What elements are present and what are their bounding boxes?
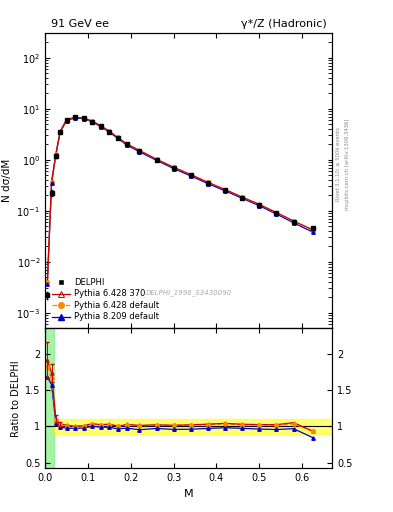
X-axis label: M: M <box>184 489 193 499</box>
Text: 91 GeV ee: 91 GeV ee <box>51 19 109 29</box>
Text: γ*/Z (Hadronic): γ*/Z (Hadronic) <box>241 19 326 29</box>
Bar <box>45 328 54 468</box>
Text: Rivet 3.1.10; ≥ 500k events: Rivet 3.1.10; ≥ 500k events <box>336 127 341 201</box>
Text: DELPHI_1996_S3430090: DELPHI_1996_S3430090 <box>145 289 232 296</box>
Text: mcplots.cern.ch [arXiv:1306.3436]: mcplots.cern.ch [arXiv:1306.3436] <box>345 118 350 209</box>
Y-axis label: Ratio to DELPHI: Ratio to DELPHI <box>11 360 21 437</box>
Y-axis label: N dσ/dM: N dσ/dM <box>2 159 12 202</box>
Legend: DELPHI, Pythia 6.428 370, Pythia 6.428 default, Pythia 8.209 default: DELPHI, Pythia 6.428 370, Pythia 6.428 d… <box>50 275 162 324</box>
